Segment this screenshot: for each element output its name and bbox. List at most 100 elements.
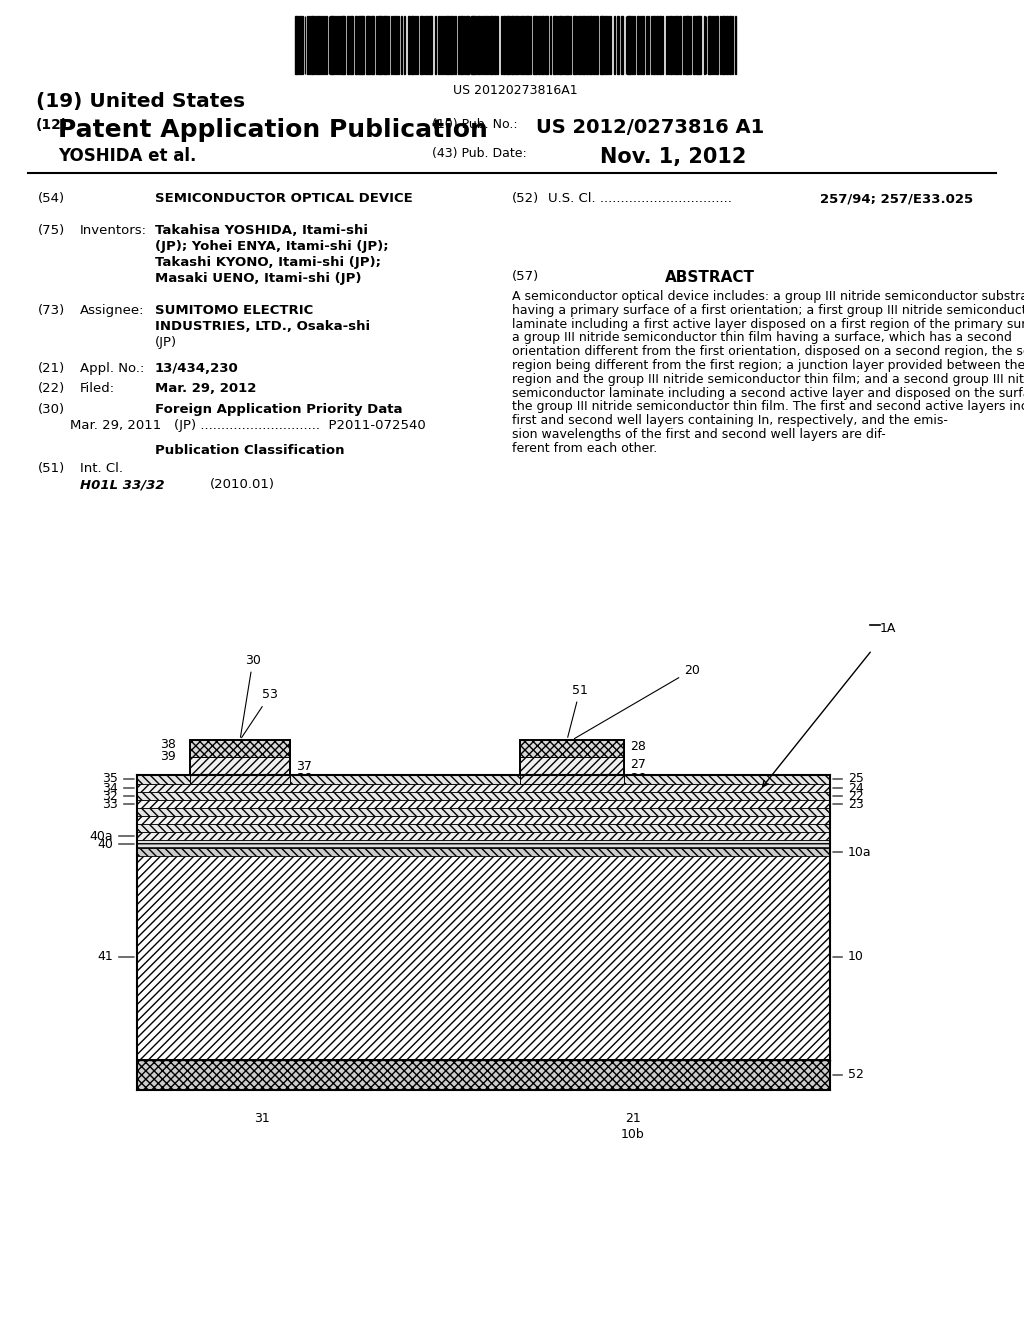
Bar: [460, 16, 463, 74]
Bar: [393, 16, 394, 74]
Text: (57): (57): [512, 271, 540, 282]
Text: US 2012/0273816 A1: US 2012/0273816 A1: [536, 117, 764, 137]
Text: 31: 31: [254, 1111, 270, 1125]
Bar: [720, 16, 721, 74]
Bar: [693, 16, 695, 74]
Text: 39: 39: [296, 777, 311, 791]
Text: 34: 34: [102, 781, 134, 795]
Bar: [362, 16, 364, 74]
Text: first and second well layers containing In, respectively, and the emis-: first and second well layers containing …: [512, 414, 948, 428]
Bar: [137, 775, 830, 784]
Bar: [507, 16, 510, 74]
Bar: [596, 16, 598, 74]
Bar: [586, 16, 589, 74]
Bar: [395, 16, 397, 74]
Text: Mar. 29, 2012: Mar. 29, 2012: [155, 381, 256, 395]
Bar: [553, 16, 556, 74]
Bar: [605, 16, 607, 74]
Text: laminate including a first active layer disposed on a first region of the primar: laminate including a first active layer …: [512, 318, 1024, 330]
Bar: [317, 16, 319, 74]
Text: (54): (54): [38, 191, 66, 205]
Text: Publication Classification: Publication Classification: [155, 444, 344, 457]
Bar: [458, 16, 459, 74]
Bar: [580, 16, 581, 74]
Bar: [343, 16, 345, 74]
Text: Mar. 29, 2011   (JP) .............................  P2011-072540: Mar. 29, 2011 (JP) .....................…: [70, 418, 426, 432]
Bar: [662, 16, 664, 74]
Text: having a primary surface of a first orientation; a first group III nitride semic: having a primary surface of a first orie…: [512, 304, 1024, 317]
Bar: [190, 741, 290, 775]
Text: Assignee:: Assignee:: [80, 304, 144, 317]
Bar: [137, 824, 830, 832]
Text: Int. Cl.: Int. Cl.: [80, 462, 123, 475]
Bar: [541, 16, 544, 74]
Text: 39: 39: [160, 751, 176, 763]
Bar: [371, 16, 373, 74]
Bar: [478, 16, 480, 74]
Bar: [137, 792, 830, 800]
Bar: [358, 16, 361, 74]
Bar: [646, 16, 647, 74]
Bar: [695, 16, 698, 74]
Text: 13/434,230: 13/434,230: [155, 362, 239, 375]
Text: 28: 28: [630, 741, 646, 754]
Text: 53: 53: [242, 689, 278, 738]
Text: 10b: 10b: [622, 1129, 645, 1140]
Bar: [421, 16, 423, 74]
Text: 38: 38: [160, 738, 176, 751]
Bar: [734, 16, 736, 74]
Bar: [350, 16, 353, 74]
Bar: [341, 16, 343, 74]
Bar: [137, 800, 830, 808]
Bar: [565, 16, 568, 74]
Text: Nov. 1, 2012: Nov. 1, 2012: [600, 147, 746, 168]
Text: 25: 25: [833, 772, 864, 785]
Text: (2010.01): (2010.01): [210, 478, 275, 491]
Bar: [339, 16, 340, 74]
Text: (43) Pub. Date:: (43) Pub. Date:: [432, 147, 526, 160]
Bar: [637, 16, 639, 74]
Text: Takahisa YOSHIDA, Itami-shi: Takahisa YOSHIDA, Itami-shi: [155, 224, 368, 238]
Bar: [520, 756, 624, 774]
Bar: [408, 16, 410, 74]
Bar: [466, 16, 469, 74]
Text: 29: 29: [630, 777, 646, 791]
Text: 40a: 40a: [89, 829, 134, 842]
Text: 51: 51: [567, 684, 588, 738]
Bar: [137, 832, 830, 840]
Text: region being different from the first region; a junction layer provided between : region being different from the first re…: [512, 359, 1024, 372]
Bar: [471, 16, 473, 74]
Bar: [398, 16, 399, 74]
Bar: [434, 16, 436, 74]
Text: 33: 33: [102, 797, 134, 810]
Text: (52): (52): [512, 191, 540, 205]
Bar: [455, 16, 457, 74]
Text: 36: 36: [296, 772, 311, 785]
Bar: [450, 16, 453, 74]
Bar: [413, 16, 415, 74]
Bar: [525, 16, 528, 74]
Text: semiconductor laminate including a second active layer and disposed on the surfa: semiconductor laminate including a secon…: [512, 387, 1024, 400]
Bar: [726, 16, 728, 74]
Text: 20: 20: [574, 664, 699, 739]
Bar: [602, 16, 604, 74]
Bar: [446, 16, 449, 74]
Text: 10a: 10a: [833, 846, 871, 858]
Bar: [630, 16, 632, 74]
Bar: [497, 16, 499, 74]
Bar: [699, 16, 701, 74]
Bar: [388, 16, 389, 74]
Text: 10: 10: [833, 950, 864, 964]
Bar: [593, 16, 595, 74]
Bar: [642, 16, 644, 74]
Text: Inventors:: Inventors:: [80, 224, 147, 238]
Bar: [367, 16, 370, 74]
Bar: [515, 16, 518, 74]
Bar: [621, 16, 623, 74]
Bar: [538, 16, 540, 74]
Bar: [557, 16, 558, 74]
Bar: [308, 16, 310, 74]
Bar: [512, 16, 514, 74]
Text: (30): (30): [38, 403, 66, 416]
Text: Masaki UENO, Itami-shi (JP): Masaki UENO, Itami-shi (JP): [155, 272, 361, 285]
